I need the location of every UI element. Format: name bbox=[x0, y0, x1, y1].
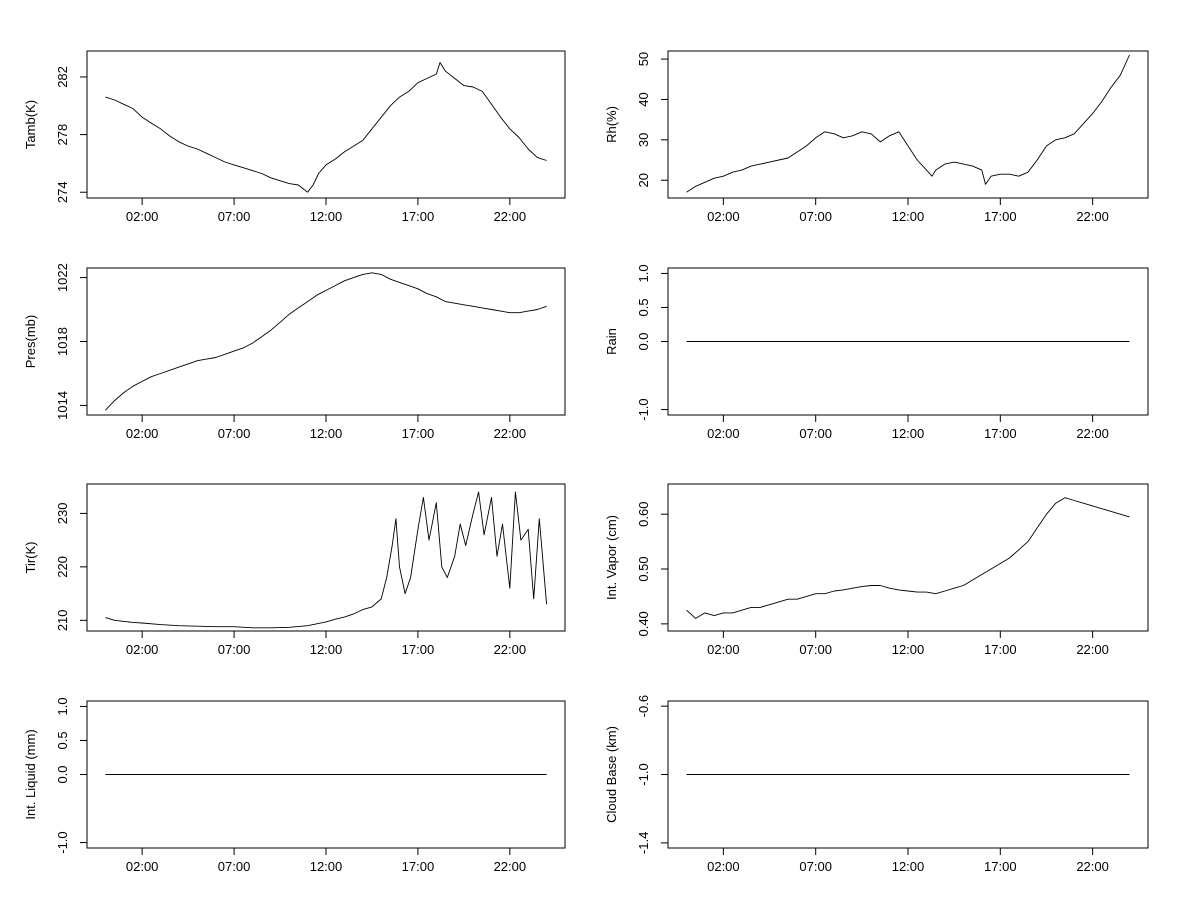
chart-panel-3: 02:00 07:00 12:00 17:00 22:00 1014 1018 1022 Pre… bbox=[23, 263, 566, 441]
y-tick-label: 0.60 bbox=[636, 502, 651, 527]
x-tick-label: 22:00 bbox=[1076, 859, 1109, 874]
chart-panel-5: 02:00 07:00 12:00 17:00 22:00 210 220 230 Tir(K) bbox=[23, 483, 566, 657]
x-tick-label: 07:00 bbox=[218, 642, 251, 657]
x-tick-label: 02:00 bbox=[707, 859, 740, 874]
x-tick-label: 12:00 bbox=[310, 642, 343, 657]
y-tick-label: 20 bbox=[636, 173, 651, 187]
y-tick-label: 1022 bbox=[55, 263, 70, 292]
y-axis-label: Cloud Base (km) bbox=[604, 726, 619, 823]
y-tick-label: 278 bbox=[55, 124, 70, 146]
y-tick-label: 1018 bbox=[55, 327, 70, 356]
y-tick-label: 1.0 bbox=[636, 264, 651, 282]
x-tick-label: 12:00 bbox=[892, 209, 925, 224]
x-tick-label: 12:00 bbox=[892, 642, 925, 657]
x-tick-label: 22:00 bbox=[1076, 642, 1109, 657]
x-tick-label: 07:00 bbox=[218, 859, 251, 874]
x-tick-label: 12:00 bbox=[892, 859, 925, 874]
y-axis-label: Int. Vapor (cm) bbox=[604, 515, 619, 600]
x-tick-label: 02:00 bbox=[707, 642, 740, 657]
x-tick-label: 07:00 bbox=[218, 209, 251, 224]
plot-frame bbox=[86, 483, 566, 632]
y-tick-label: 274 bbox=[55, 181, 70, 203]
x-tick-label: 02:00 bbox=[126, 642, 159, 657]
series-line-1 bbox=[686, 54, 1130, 193]
y-axis-label: Pres(mb) bbox=[23, 315, 38, 368]
chart-panel-8: 02:00 07:00 12:00 17:00 22:00 -1.4 -1.0 -0.6 Clo… bbox=[604, 695, 1149, 874]
x-tick-label: 02:00 bbox=[126, 859, 159, 874]
x-tick-label: 02:00 bbox=[126, 209, 159, 224]
series-line-1 bbox=[105, 491, 548, 629]
y-tick-label: 0.0 bbox=[55, 765, 70, 783]
x-tick-label: 12:00 bbox=[310, 209, 343, 224]
x-tick-label: 07:00 bbox=[799, 642, 832, 657]
plot-frame bbox=[667, 483, 1149, 632]
y-axis-label: Int. Liquid (mm) bbox=[23, 729, 38, 819]
chart-panel-1: 02:00 07:00 12:00 17:00 22:00 274 278 282 Tamb(K… bbox=[23, 50, 566, 224]
y-tick-label: 30 bbox=[636, 133, 651, 147]
x-tick-label: 17:00 bbox=[984, 209, 1017, 224]
y-tick-label: 1.0 bbox=[55, 697, 70, 715]
y-tick-label: 0.5 bbox=[636, 298, 651, 316]
x-tick-label: 07:00 bbox=[218, 426, 251, 441]
plot-frame bbox=[86, 50, 566, 199]
x-tick-label: 07:00 bbox=[799, 426, 832, 441]
y-axis-label: Tamb(K) bbox=[23, 100, 38, 149]
y-tick-label: 0.50 bbox=[636, 556, 651, 581]
y-tick-label: 210 bbox=[55, 609, 70, 631]
y-tick-label: 230 bbox=[55, 503, 70, 525]
y-tick-label: 50 bbox=[636, 52, 651, 66]
x-tick-label: 07:00 bbox=[799, 859, 832, 874]
x-tick-label: 02:00 bbox=[707, 209, 740, 224]
x-tick-label: 02:00 bbox=[707, 426, 740, 441]
chart-panel-2: 02:00 07:00 12:00 17:00 22:00 20 30 40 50 Rh(%) bbox=[604, 50, 1149, 224]
y-tick-label: 40 bbox=[636, 92, 651, 106]
y-tick-label: -1.0 bbox=[55, 831, 70, 853]
x-tick-label: 17:00 bbox=[984, 642, 1017, 657]
y-tick-label: -1.0 bbox=[636, 763, 651, 785]
x-tick-label: 17:00 bbox=[402, 209, 435, 224]
series-line-1 bbox=[686, 497, 1130, 619]
x-tick-label: 22:00 bbox=[1076, 209, 1109, 224]
y-tick-label: 220 bbox=[55, 556, 70, 578]
chart-panel-7: 02:00 07:00 12:00 17:00 22:00 -1.0 0.0 0.5 1.0 In… bbox=[23, 697, 566, 874]
y-tick-label: 282 bbox=[55, 66, 70, 88]
x-tick-label: 17:00 bbox=[984, 859, 1017, 874]
y-tick-label: 0.40 bbox=[636, 611, 651, 636]
y-axis-label: Tir(K) bbox=[23, 541, 38, 573]
x-tick-label: 22:00 bbox=[494, 859, 527, 874]
chart-panel-6: 02:00 07:00 12:00 17:00 22:00 0.40 0.50 0.60 Int… bbox=[604, 483, 1149, 657]
x-tick-label: 22:00 bbox=[494, 642, 527, 657]
x-tick-label: 22:00 bbox=[1076, 426, 1109, 441]
x-tick-label: 07:00 bbox=[799, 209, 832, 224]
x-tick-label: 22:00 bbox=[494, 209, 527, 224]
chart-panel-4: 02:00 07:00 12:00 17:00 22:00 -1.0 0.0 0.5 1.0 Ra… bbox=[604, 264, 1149, 441]
y-tick-label: 0.0 bbox=[636, 332, 651, 350]
x-tick-label: 17:00 bbox=[402, 426, 435, 441]
y-tick-label: -1.0 bbox=[636, 398, 651, 420]
y-tick-label: 0.5 bbox=[55, 731, 70, 749]
x-tick-label: 22:00 bbox=[494, 426, 527, 441]
x-tick-label: 02:00 bbox=[126, 426, 159, 441]
y-axis-label: Rain bbox=[604, 328, 619, 355]
x-tick-label: 17:00 bbox=[402, 859, 435, 874]
x-tick-label: 12:00 bbox=[310, 426, 343, 441]
series-line-1 bbox=[105, 62, 547, 193]
x-tick-label: 17:00 bbox=[402, 642, 435, 657]
plot-frame bbox=[667, 50, 1149, 199]
x-tick-label: 12:00 bbox=[892, 426, 925, 441]
y-tick-label: 1014 bbox=[55, 391, 70, 420]
y-axis-label: Rh(%) bbox=[604, 106, 619, 143]
series-line-1 bbox=[105, 272, 547, 411]
y-tick-label: -0.6 bbox=[636, 695, 651, 717]
x-tick-label: 12:00 bbox=[310, 859, 343, 874]
y-tick-label: -1.4 bbox=[636, 832, 651, 854]
x-tick-label: 17:00 bbox=[984, 426, 1017, 441]
